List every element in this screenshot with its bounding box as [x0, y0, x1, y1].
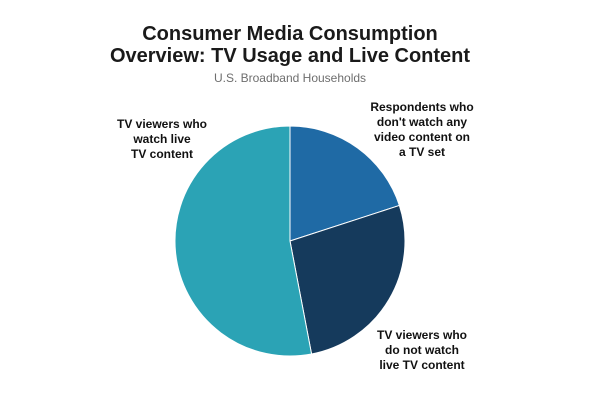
pie-slice-label-line: live TV content [379, 358, 464, 372]
pie-slice-label-line: a TV set [399, 145, 445, 159]
pie-slice-label-tv-live: TV viewers who watch live TV content [117, 117, 207, 161]
pie-slice-label-line: video content on [374, 130, 470, 144]
pie-slice-label-no-tv-video: Respondents who don't watch any video cont… [370, 100, 473, 159]
pie-slice-no-tv-video [289, 125, 401, 242]
pie-labels: Respondents who don't watch any video cont… [117, 100, 474, 372]
pie-slice-label-tv-no-live: TV viewers who do not watch live TV conten… [377, 328, 467, 372]
pie-slice-label-line: don't watch any [377, 115, 468, 129]
pie-slices [174, 125, 406, 357]
chart-title-line-1: Consumer Media Consumption [142, 23, 438, 45]
pie-slice-tv-live [174, 125, 313, 357]
pie-slice-label-line: do not watch [385, 343, 459, 357]
pie-slice-label-line: watch live [132, 132, 191, 146]
chart-subtitle: U.S. Broadband Households [214, 71, 366, 85]
pie-slice-label-line: TV content [131, 147, 193, 161]
chart-title-line-2: Overview: TV Usage and Live Content [110, 45, 470, 67]
pie-slice-label-line: TV viewers who [117, 117, 207, 131]
pie-slice-label-line: Respondents who [370, 100, 473, 114]
pie-slice-tv-no-live [289, 204, 406, 355]
pie-slice-label-line: TV viewers who [377, 328, 467, 342]
